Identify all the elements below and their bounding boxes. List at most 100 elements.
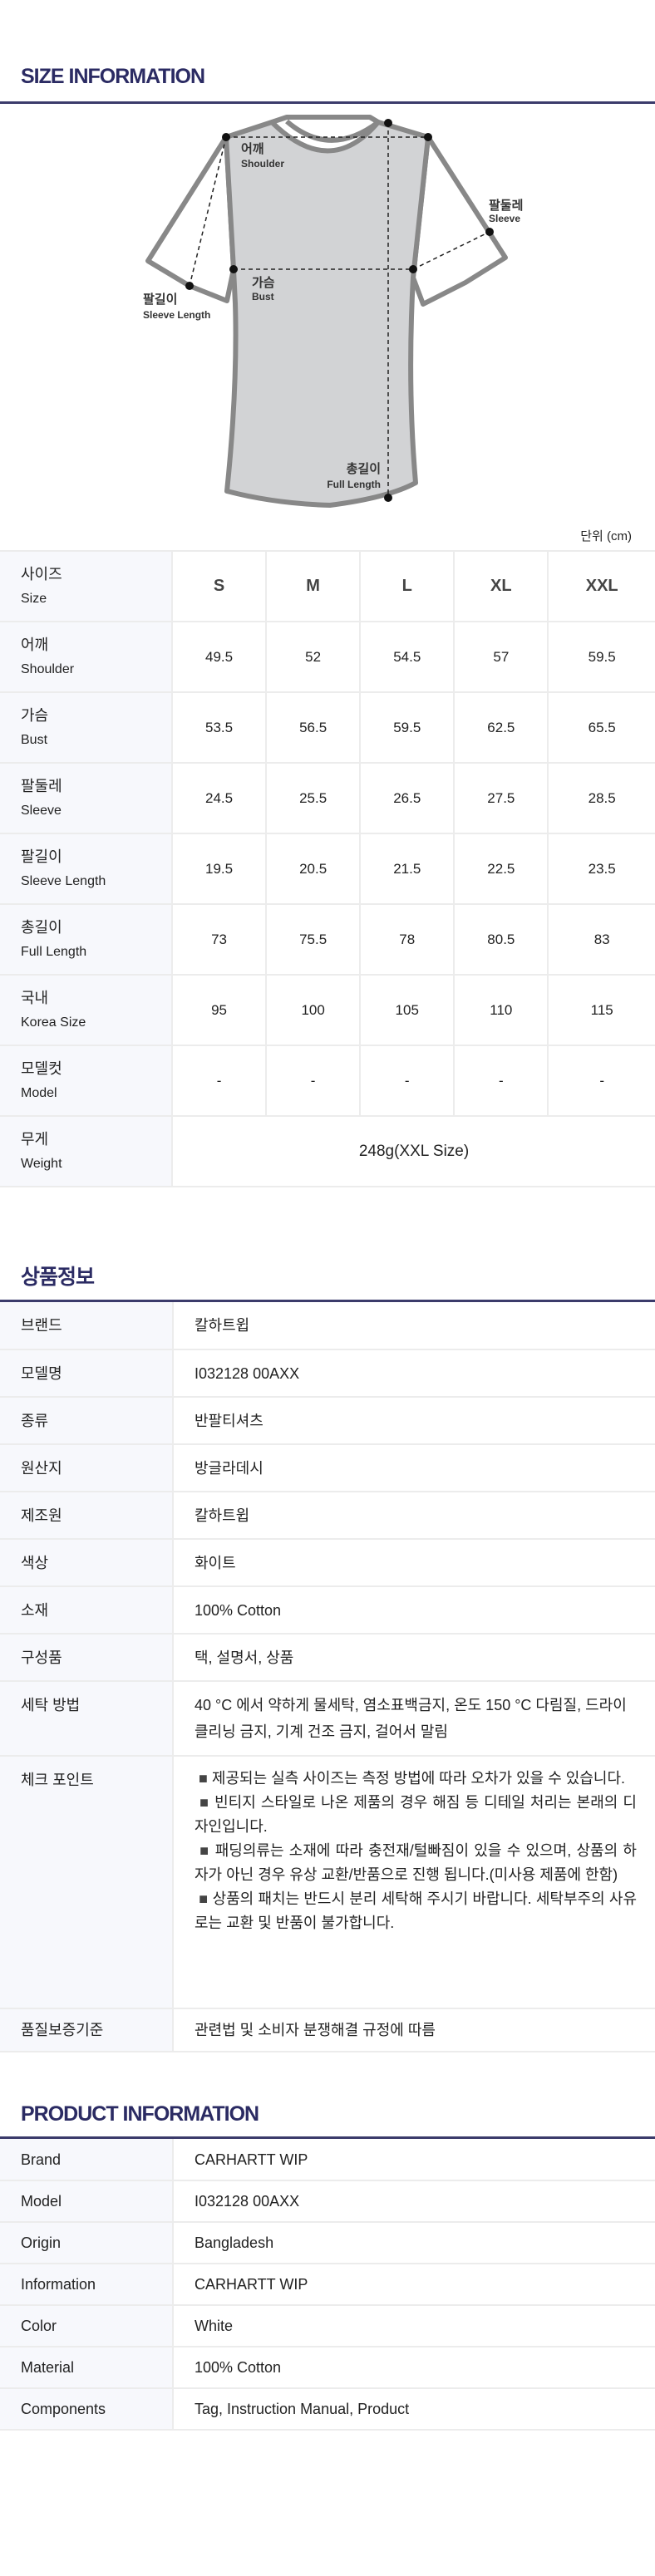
measure-point [384,119,392,127]
size-value-cell: 62.5 [454,692,549,764]
size-information-title: SIZE INFORMATION [21,65,205,88]
label-en: Model [21,1085,57,1100]
info-key: Components [0,2388,174,2431]
measure-point [229,265,238,273]
info-value: Tag, Instruction Manual, Product [173,2388,655,2431]
info-value: 100% Cotton [173,1586,655,1635]
label-en: Korea Size [21,1015,86,1030]
size-value-cell: 83 [548,904,655,976]
label-en: Full Length [21,944,87,959]
table-row: Material 100% Cotton [0,2347,655,2389]
info-key: 체크 포인트 [0,1756,174,2009]
info-value: 반팔티셔츠 [173,1397,655,1445]
table-row: 체크 포인트 ■ 제공되는 실측 사이즈는 측정 방법에 따라 오차가 있을 수… [0,1756,655,2009]
row-label: 모델컷 Model [0,1045,173,1117]
row-label: 어깨 Shoulder [0,622,173,693]
bullet-icon: ■ [199,1794,210,1811]
bullet-icon: ■ [199,1890,209,1907]
check-point-text: 제공되는 실측 사이즈는 측정 방법에 따라 오차가 있을 수 있습니다. [211,1770,626,1787]
table-row: 색상 화이트 [0,1539,655,1587]
label-ko: 어깨 [21,636,49,653]
table-row: 어깨 Shoulder 49.5 52 54.5 57 59.5 [0,622,655,693]
table-row: 구성품 택, 설명서, 상품 [0,1634,655,1682]
size-value-cell: 59.5 [548,622,655,693]
table-row: 가슴 Bust 53.5 56.5 59.5 62.5 65.5 [0,692,655,764]
size-value-cell: 73 [172,904,268,976]
table-row: 품질보증기준 관련법 및 소비자 분쟁해결 규정에 따름 [0,2008,655,2052]
size-value-cell: 115 [548,975,655,1046]
info-value: 40 °C 에서 약하게 물세탁, 염소표백금지, 온도 150 °C 다림질,… [173,1681,655,1757]
row-label: 가슴 Bust [0,692,173,764]
info-value: 칼하트윕 [173,1492,655,1540]
info-value: I032128 00AXX [173,1349,655,1398]
check-point-text: 패딩의류는 소재에 따라 충전재/털빠짐이 있을 수 있으며, 상품의 하자가 … [195,1842,637,1883]
info-key: 원산지 [0,1444,174,1492]
size-value-cell: 27.5 [454,763,549,834]
product-info-en-table: Brand CARHARTT WIP Model I032128 00AXX Origi… [0,2139,655,2431]
size-value-cell: 57 [454,622,549,693]
label-ko: 총길이 [21,918,62,936]
size-value-cell: 110 [454,975,549,1046]
table-row: 모델명 I032128 00AXX [0,1349,655,1398]
label-ko: 팔길이 [21,848,62,865]
label-shoulder-ko: 어깨 [241,142,264,156]
measure-point [384,494,392,502]
table-row: 종류 반팔티셔츠 [0,1397,655,1445]
info-value: I032128 00AXX [173,2180,655,2223]
size-value-cell: - [172,1045,268,1117]
size-header-cell: L [360,551,456,622]
table-row: Components Tag, Instruction Manual, Produ… [0,2388,655,2431]
size-value-cell: - [266,1045,362,1117]
measure-point [185,282,194,290]
size-value-cell: 53.5 [172,692,268,764]
label-en: Bust [21,732,48,747]
measure-point [424,133,432,141]
info-key: 색상 [0,1539,174,1587]
info-key: 제조원 [0,1492,174,1540]
label-en: Shoulder [21,661,75,676]
size-value-cell: 28.5 [548,763,655,834]
label-en: Size [21,591,47,606]
size-value-cell: 21.5 [360,833,456,905]
label-en: Weight [21,1156,62,1171]
size-value-cell: 78 [360,904,456,976]
table-row: 팔길이 Sleeve Length 19.5 20.5 21.5 22.5 23.5 [0,833,655,905]
bullet-icon: ■ [199,1770,208,1787]
row-label: 팔둘레 Sleeve [0,763,173,834]
row-label: 사이즈 Size [0,551,173,622]
size-value-cell: 24.5 [172,763,268,834]
info-value: CARHARTT WIP [173,2264,655,2306]
info-key: 구성품 [0,1634,174,1682]
size-value-cell: - [548,1045,655,1117]
table-row: Brand CARHARTT WIP [0,2139,655,2181]
info-value: Bangladesh [173,2222,655,2264]
row-label: 총길이 Full Length [0,904,173,976]
info-key: 품질보증기준 [0,2008,174,2052]
label-sleeve-length-ko: 팔길이 [143,292,177,307]
sleeve-measure-line [412,231,490,270]
size-header-cell: XL [454,551,549,622]
size-value-cell: 23.5 [548,833,655,905]
info-key: 세탁 방법 [0,1681,174,1757]
size-value-cell: 56.5 [266,692,362,764]
product-info-kr-title: 상품정보 [21,1266,95,1289]
info-value: 100% Cotton [173,2347,655,2389]
size-value-cell: 54.5 [360,622,456,693]
info-value: 방글라데시 [173,1444,655,1492]
label-ko: 국내 [21,989,49,1006]
table-row: 원산지 방글라데시 [0,1444,655,1492]
title-divider [0,2136,655,2139]
size-value-cell: - [360,1045,456,1117]
label-ko: 사이즈 [21,565,62,583]
check-point-text: 상품의 패치는 반드시 분리 세탁해 주시기 바랍니다. 세탁부주의 사유로는 … [195,1890,637,1931]
size-value-cell: 105 [360,975,456,1046]
info-key: 소재 [0,1586,174,1635]
size-header-cell: XXL [548,551,655,622]
info-key: Origin [0,2222,174,2264]
row-label: 무게 Weight [0,1116,173,1187]
check-point-item: ■ 빈티지 스타일로 나온 제품의 경우 해짐 등 디테일 처리는 본래의 디자… [195,1791,637,1839]
size-header-cell: S [172,551,268,622]
size-value-cell: 100 [266,975,362,1046]
table-row: Information CARHARTT WIP [0,2264,655,2306]
info-key: 브랜드 [0,1302,174,1350]
